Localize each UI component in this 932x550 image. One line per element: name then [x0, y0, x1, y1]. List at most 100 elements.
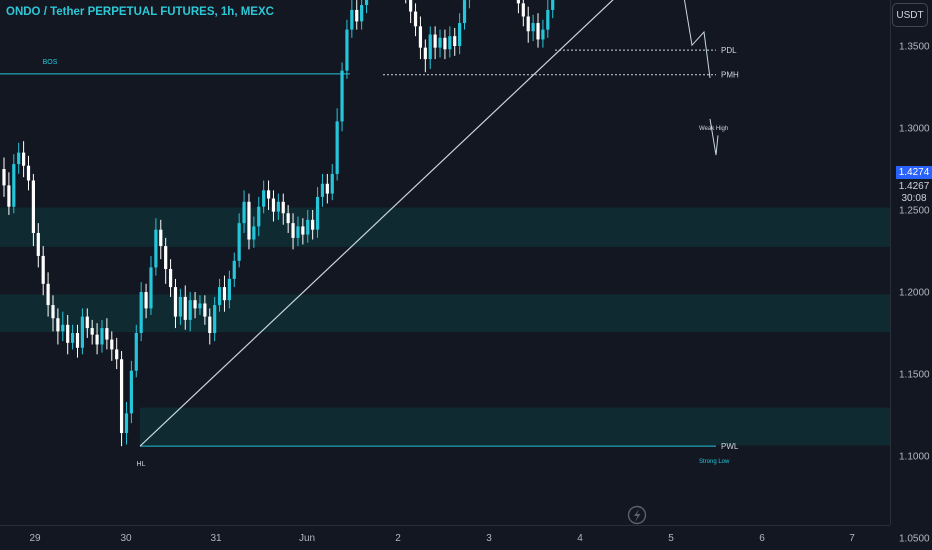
- candle: [139, 282, 143, 342]
- candle: [418, 16, 423, 60]
- candle: [178, 288, 182, 325]
- candle: [306, 210, 310, 243]
- candle: [46, 272, 50, 317]
- candle: [115, 337, 119, 370]
- candle: [188, 292, 192, 332]
- candle: [193, 292, 197, 319]
- candle: [413, 3, 418, 37]
- candle: [56, 308, 60, 345]
- candle: [262, 180, 266, 214]
- candle: [168, 259, 173, 297]
- candle: [144, 283, 148, 319]
- candle: [516, 0, 521, 14]
- currency-button[interactable]: USDT: [892, 3, 928, 27]
- candle: [26, 155, 31, 191]
- candle: [526, 6, 530, 43]
- time-tick: 29: [29, 533, 41, 544]
- candle: [17, 142, 21, 174]
- candle: [296, 216, 300, 247]
- projection-down: [683, 0, 711, 79]
- candle: [335, 108, 339, 181]
- candle: [149, 255, 153, 315]
- candle: [405, 0, 407, 4]
- label-pwl: PWL: [721, 442, 739, 451]
- candle: [423, 39, 427, 73]
- time-tick: 3: [486, 533, 492, 544]
- price-tick: 1.3500: [899, 42, 930, 53]
- candle: [276, 193, 280, 220]
- price-tick: 1.0500: [899, 534, 930, 545]
- candle: [61, 311, 65, 342]
- candle: [85, 308, 89, 338]
- lightning-icon[interactable]: [627, 505, 647, 525]
- candle: [217, 278, 222, 312]
- current-price-label: 1.4267 30:08: [896, 181, 932, 206]
- candle: [443, 29, 447, 60]
- candle: [448, 26, 452, 58]
- label-weak-high: Weak High: [699, 126, 728, 132]
- candle: [95, 323, 99, 355]
- candle: [183, 285, 187, 330]
- candle: [124, 401, 129, 445]
- candle: [252, 216, 256, 248]
- candle: [12, 154, 16, 214]
- candle: [66, 314, 70, 355]
- label-pmh: PMH: [721, 71, 739, 80]
- candle: [2, 157, 6, 197]
- candle: [247, 193, 251, 250]
- zone: [0, 207, 890, 247]
- candle: [242, 190, 246, 233]
- candle: [364, 0, 369, 14]
- candle: [41, 246, 45, 296]
- candle: [541, 19, 545, 48]
- label-pdl: PDL: [721, 46, 737, 55]
- candle: [345, 19, 349, 79]
- price-tick: 1.3000: [899, 124, 930, 135]
- candle: [551, 0, 555, 19]
- candle: [453, 27, 457, 56]
- price-tick: 1.1500: [899, 370, 930, 381]
- candle: [21, 141, 26, 178]
- candle: [51, 295, 55, 332]
- price-tick: 1.2500: [899, 206, 930, 217]
- drawings-layer: [0, 0, 719, 447]
- label-hl: HL: [137, 461, 146, 468]
- candle: [154, 218, 158, 276]
- label-strong-low: Strong Low: [699, 459, 730, 465]
- time-tick: 5: [668, 533, 674, 544]
- candle: [355, 0, 359, 30]
- candle: [31, 173, 35, 247]
- zone: [140, 407, 890, 446]
- time-tick: 6: [759, 533, 765, 544]
- candle: [433, 26, 437, 60]
- candle: [110, 331, 114, 361]
- candle: [409, 0, 413, 24]
- candle: [105, 318, 109, 350]
- price-tick: 1.2000: [899, 288, 930, 299]
- candle: [227, 270, 231, 309]
- candle: [70, 324, 75, 350]
- trendline: [139, 0, 614, 447]
- candle: [546, 0, 550, 38]
- candle: [100, 319, 104, 353]
- candle: [320, 173, 325, 207]
- last-price-label: 1.4274: [896, 166, 932, 179]
- candle: [257, 196, 261, 237]
- price-axis[interactable]: 1.60001.55001.50001.45001.40001.35001.30…: [899, 0, 930, 545]
- candle: [438, 29, 442, 58]
- candle: [360, 0, 364, 30]
- candle: [198, 295, 202, 315]
- zones-layer: [0, 207, 890, 446]
- candle: [232, 252, 236, 288]
- bar-countdown: 30:08: [901, 193, 927, 204]
- candle: [90, 319, 94, 345]
- candle: [458, 13, 462, 55]
- candle: [159, 219, 163, 260]
- time-axis[interactable]: 29 30 31 Jun 2 3 4 5 6 7: [29, 533, 855, 544]
- candle: [531, 14, 535, 42]
- candle: [340, 62, 344, 132]
- candle: [75, 324, 80, 358]
- candle: [325, 173, 329, 204]
- candle: [271, 190, 276, 222]
